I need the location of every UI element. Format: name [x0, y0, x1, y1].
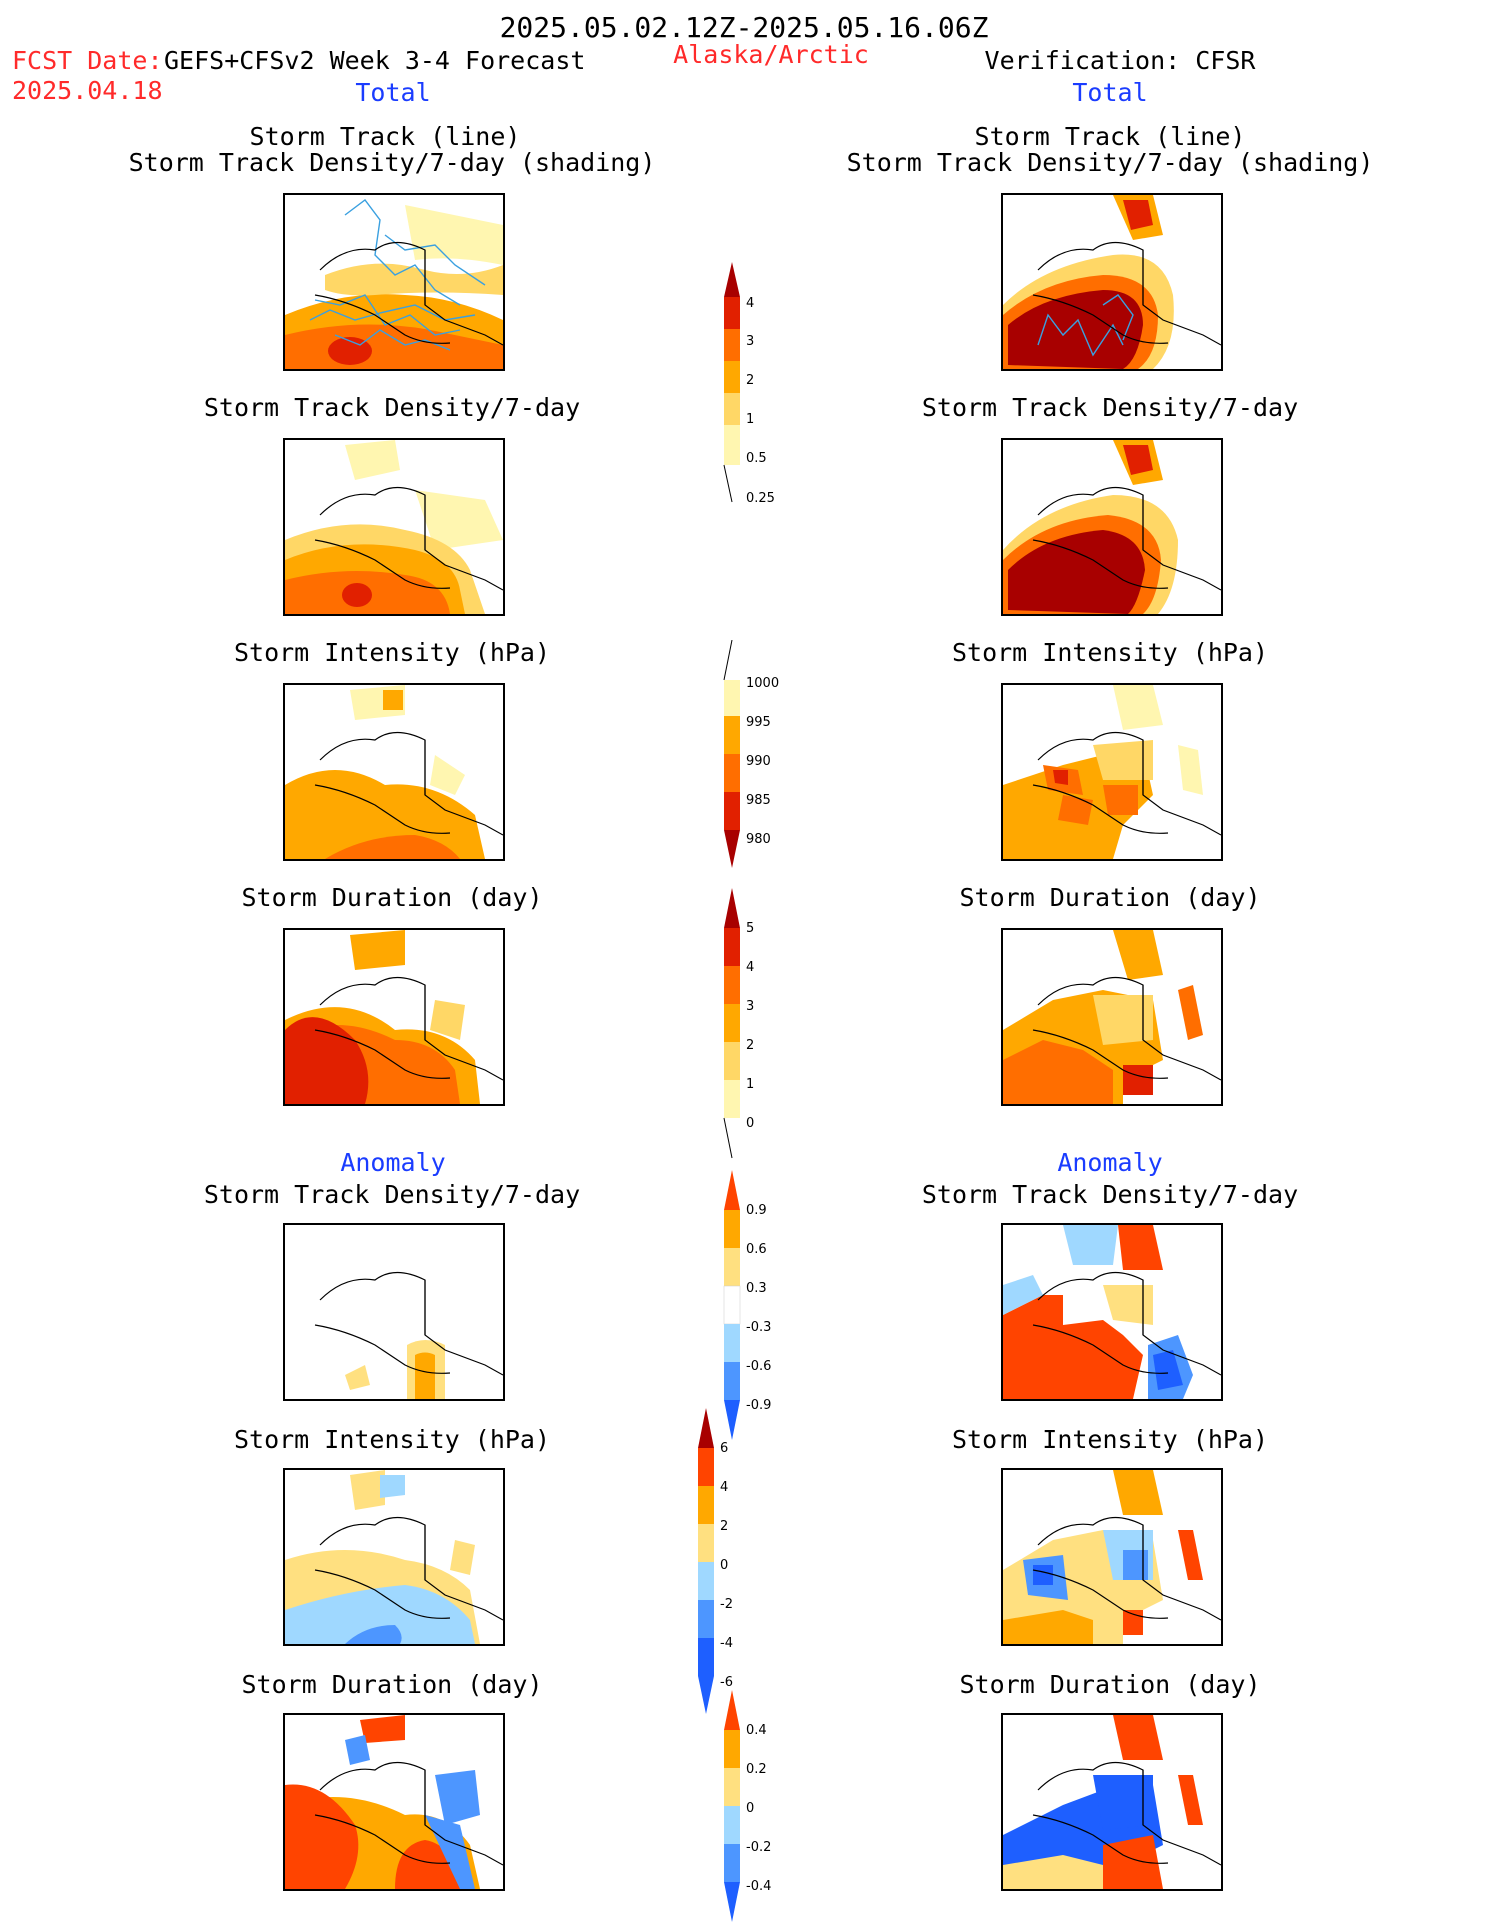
colorbar-density-anomaly: 0.9 0.6 0.3 -0.3 -0.6 -0.9: [723, 1170, 771, 1440]
colorbar-density-total: 4 3 2 1 0.5 0.25: [723, 262, 775, 506]
title-intensity-anom-left: Storm Intensity (hPa): [233, 1425, 551, 1454]
map-density-forecast: [283, 438, 505, 616]
colorbar-intensity-total-tick: 980: [746, 832, 771, 847]
colorbar-density-anomaly-tick: -0.6: [746, 1359, 771, 1374]
colorbar-density-total-tick: 0.5: [746, 451, 767, 466]
colorbar-duration-total-tick: 0: [746, 1116, 754, 1131]
verification-label: Verification: CFSR: [984, 46, 1256, 75]
colorbar-density-anomaly-tick: 0.9: [746, 1203, 767, 1218]
colorbar-intensity-anomaly-tick: 0: [720, 1558, 728, 1573]
title-intensity-left: Storm Intensity (hPa): [233, 638, 551, 667]
colorbar-duration-total-tick: 1: [746, 1077, 754, 1092]
map-intensity-verification: [1001, 683, 1223, 861]
colorbar-duration-total-tick: 5: [746, 921, 754, 936]
colorbar-duration-anomaly-tick: 0.2: [746, 1762, 767, 1777]
title-track-shading-left: Storm Track Density/7-day (shading): [128, 148, 656, 177]
title-density-right: Storm Track Density/7-day: [921, 393, 1299, 422]
colorbar-intensity-anomaly-tick: 2: [720, 1519, 728, 1534]
title-track-shading-right: Storm Track Density/7-day (shading): [846, 148, 1374, 177]
title-intensity-anom-right: Storm Intensity (hPa): [951, 1425, 1269, 1454]
map-duration-forecast: [283, 928, 505, 1106]
title-density-anom-right: Storm Track Density/7-day: [921, 1180, 1299, 1209]
title-duration-anom-right: Storm Duration (day): [959, 1670, 1261, 1699]
forecast-period-title: 2025.05.02.12Z-2025.05.16.06Z: [499, 11, 989, 44]
map-density-anomaly-verification: [1001, 1223, 1223, 1401]
map-intensity-anomaly-forecast: [283, 1468, 505, 1646]
colorbar-duration-anomaly-tick: 0: [746, 1801, 754, 1816]
colorbar-intensity-total-tick: 990: [746, 754, 771, 769]
colorbar-density-total-tick: 2: [746, 373, 754, 388]
section-total-right: Total: [1072, 78, 1148, 107]
colorbar-density-anomaly-tick: -0.9: [746, 1398, 771, 1413]
section-anomaly-right: Anomaly: [1057, 1148, 1163, 1177]
colorbar-duration-total: 5 4 3 2 1 0: [723, 888, 754, 1159]
map-intensity-forecast: [283, 683, 505, 861]
colorbar-duration-anomaly-tick: -0.4: [746, 1879, 771, 1894]
title-intensity-right: Storm Intensity (hPa): [951, 638, 1269, 667]
section-anomaly-left: Anomaly: [340, 1148, 446, 1177]
colorbar-duration-total-tick: 4: [746, 960, 754, 975]
title-density-anom-left: Storm Track Density/7-day: [203, 1180, 581, 1209]
title-duration-right: Storm Duration (day): [959, 883, 1261, 912]
colorbar-density-total-tick: 0.25: [746, 491, 775, 506]
colorbar-duration-total-tick: 2: [746, 1038, 754, 1053]
colorbar-intensity-anomaly-tick: 4: [720, 1480, 728, 1495]
colorbar-intensity-total-tick: 1000: [746, 676, 779, 691]
colorbar-density-anomaly-tick: 0.3: [746, 1281, 767, 1296]
model-label: GEFS+CFSv2 Week 3-4 Forecast: [164, 46, 586, 75]
title-track-line-right: Storm Track (line): [974, 122, 1246, 151]
colorbar-intensity-anomaly-tick: -4: [720, 1636, 733, 1651]
colorbar-duration-anomaly-tick: -0.2: [746, 1840, 771, 1855]
section-total-left: Total: [355, 78, 431, 107]
colorbar-intensity-anomaly-tick: -2: [720, 1597, 733, 1612]
region-label: Alaska/Arctic: [673, 40, 869, 69]
map-duration-verification: [1001, 928, 1223, 1106]
title-density-left: Storm Track Density/7-day: [203, 393, 581, 422]
map-duration-anomaly-verification: [1001, 1713, 1223, 1891]
fcst-date-value: 2025.04.18: [12, 76, 163, 105]
map-track-verification: [1001, 193, 1223, 371]
colorbar-duration-anomaly: 0.4 0.2 0 -0.2 -0.4: [724, 1690, 771, 1922]
colorbar-intensity-anomaly-tick: 6: [720, 1441, 728, 1456]
map-duration-anomaly-forecast: [283, 1713, 505, 1891]
colorbar-density-total-tick: 4: [746, 296, 754, 311]
title-track-line-left: Storm Track (line): [249, 122, 521, 151]
colorbar-density-anomaly-tick: -0.3: [746, 1320, 771, 1335]
colorbar-density-total-tick: 1: [746, 412, 754, 427]
colorbar-intensity-anomaly-tick: -6: [720, 1675, 733, 1690]
colorbar-intensity-total-tick: 985: [746, 793, 771, 808]
map-track-forecast: [283, 193, 505, 371]
colorbar-intensity-total: 1000 995 990 985 980: [723, 640, 779, 868]
colorbar-density-total-tick: 3: [746, 334, 754, 349]
title-duration-left: Storm Duration (day): [241, 883, 543, 912]
map-density-verification: [1001, 438, 1223, 616]
colorbar-intensity-anomaly: 6 4 2 0 -2 -4 -6: [698, 1408, 733, 1714]
map-intensity-anomaly-verification: [1001, 1468, 1223, 1646]
fcst-date-label: FCST Date:: [12, 46, 163, 75]
map-density-anomaly-forecast: [283, 1223, 505, 1401]
title-duration-anom-left: Storm Duration (day): [241, 1670, 543, 1699]
colorbar-duration-total-tick: 3: [746, 999, 754, 1014]
colorbar-intensity-total-tick: 995: [746, 715, 771, 730]
colorbar-density-anomaly-tick: 0.6: [746, 1242, 767, 1257]
colorbar-duration-anomaly-tick: 0.4: [746, 1723, 767, 1738]
